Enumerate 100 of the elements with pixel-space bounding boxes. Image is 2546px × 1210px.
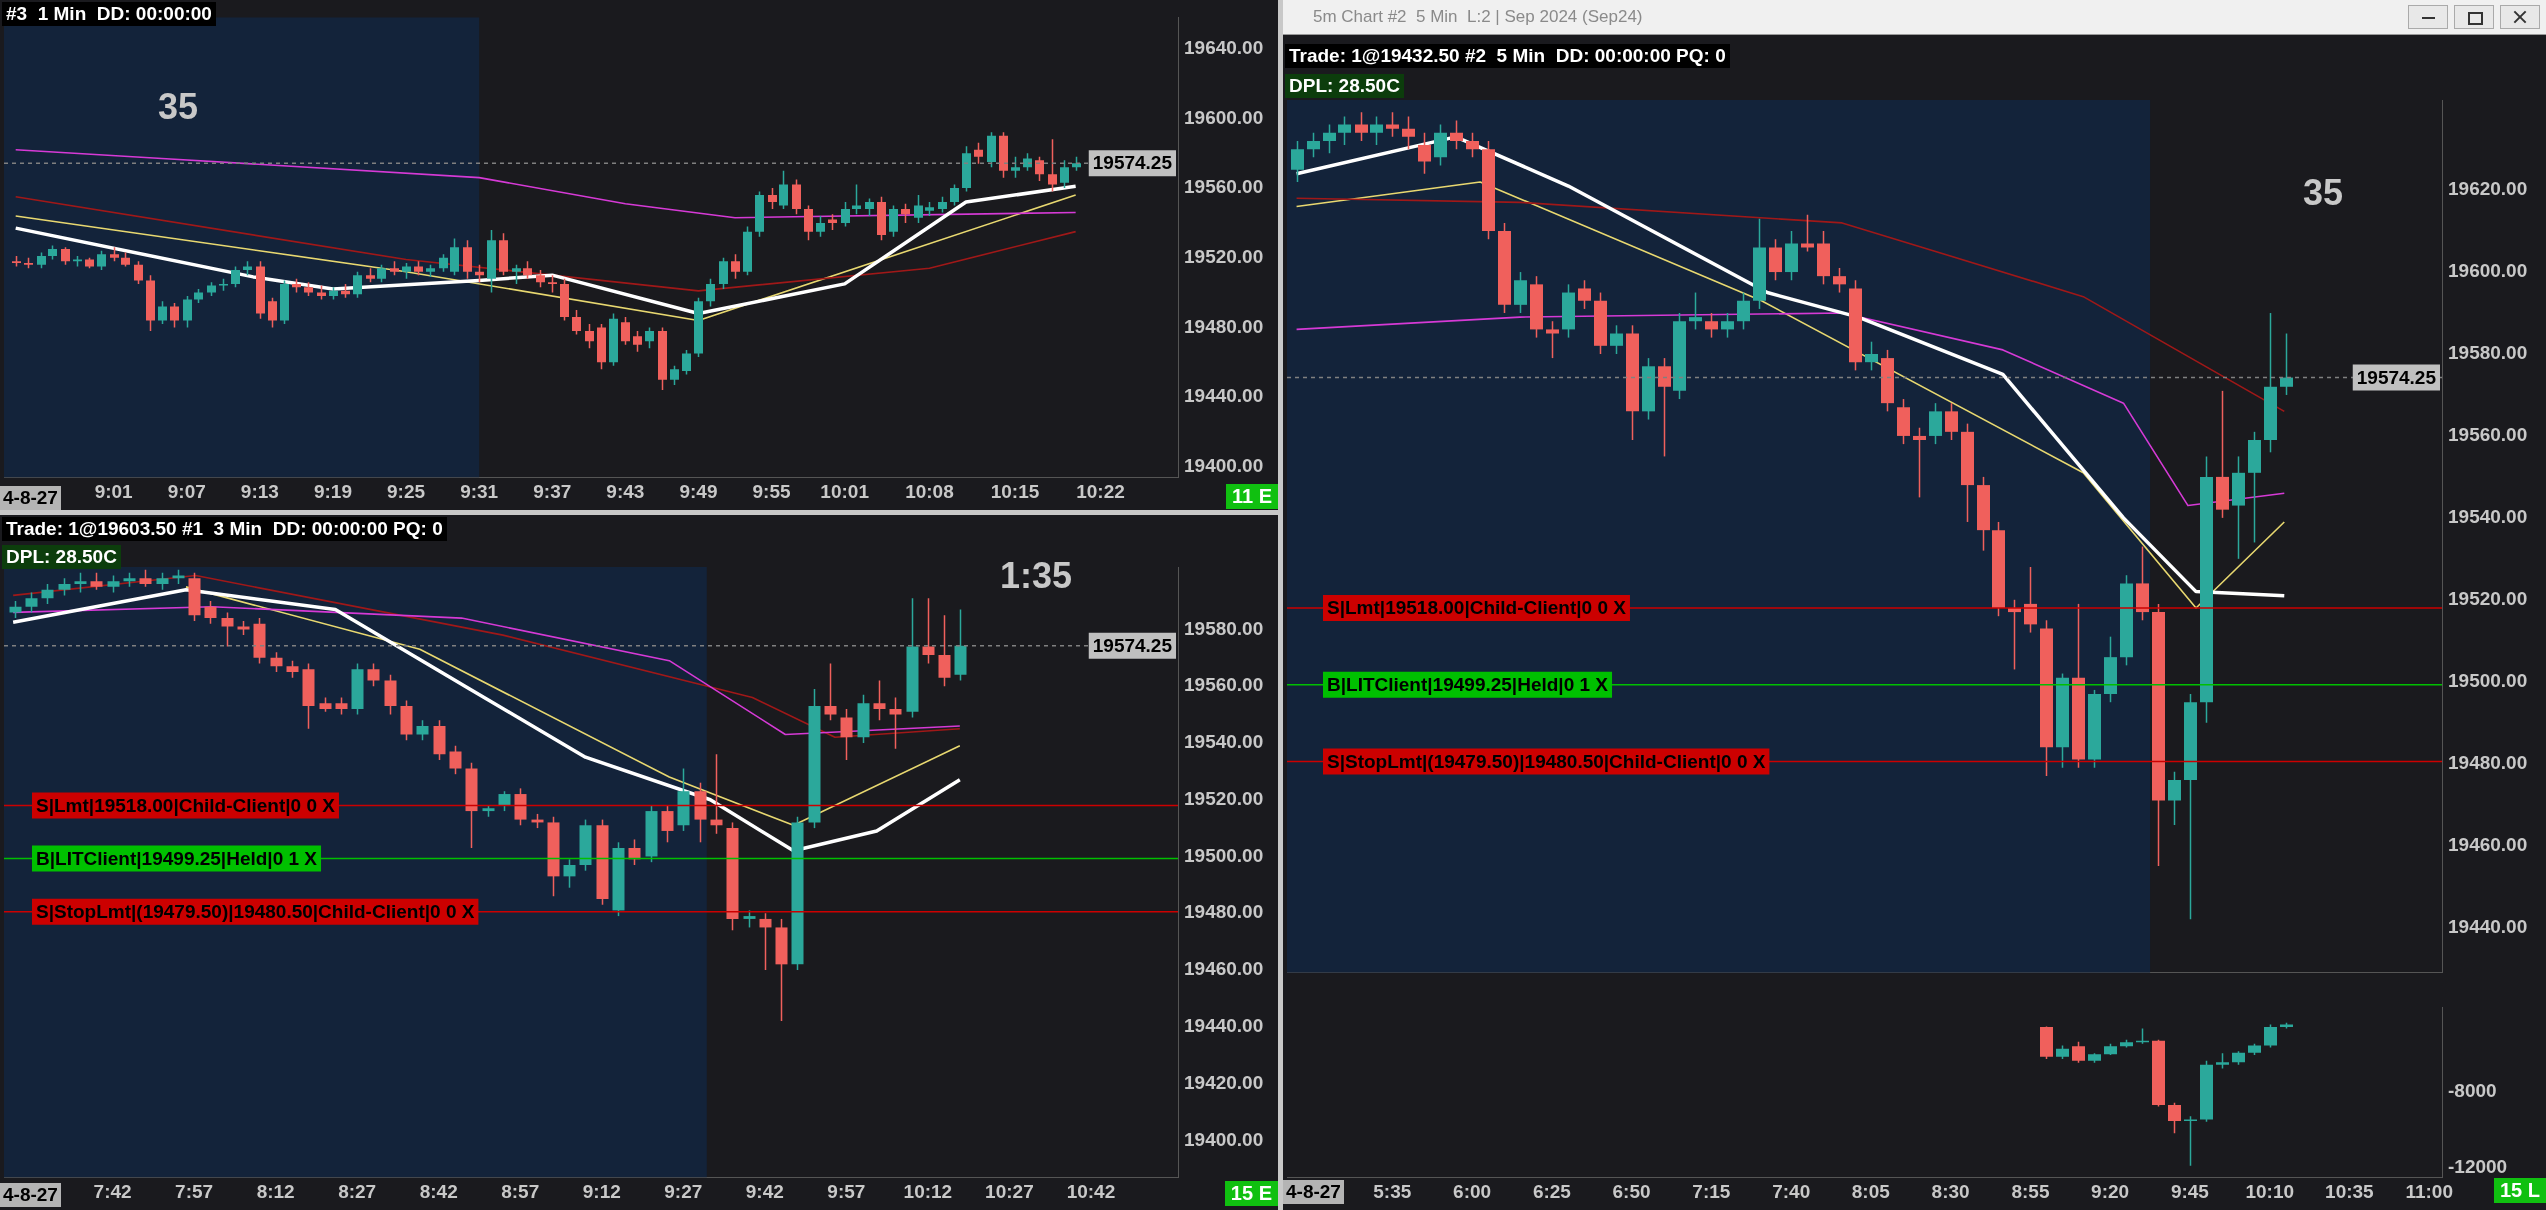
y-tick-label: 19560.00: [1184, 176, 1264, 198]
candlestick: [950, 183, 959, 207]
chart-title: Trade: 1@19603.50 #1 3 Min DD: 00:00:00 PQ: 0: [2, 517, 447, 541]
ref-line-label: 19574.25: [2356, 366, 2437, 388]
x-tick-label: 10:27: [985, 1180, 1034, 1202]
text: DPL: 28.50C: [1285, 74, 1404, 98]
candlestick: [1658, 357, 1671, 458]
x-tick-label: 8:27: [338, 1180, 377, 1202]
x-tick-label: 8:30: [1931, 1180, 1970, 1202]
chart-title: Trade: 1@19432.50 #2 5 Min DD: 00:00:00 PQ: 0: [1285, 44, 1730, 68]
candlestick: [2184, 1115, 2197, 1167]
candlestick: [41, 583, 54, 605]
text: 15 L: [2493, 1178, 2546, 1203]
candlestick: [914, 194, 923, 224]
candlestick: [221, 611, 234, 648]
y-tick-label: 19460.00: [2448, 833, 2528, 855]
ref-line-label: S|Lmt|19518.00|Child-Client|0 0 X: [36, 794, 336, 816]
candlestick: [1323, 123, 1336, 155]
y-tick-label: 19480.00: [1184, 901, 1264, 923]
candlestick: [2072, 1040, 2085, 1064]
x-tick-label: 5:35: [1373, 1180, 1412, 1202]
y-tick-label: 19640.00: [1184, 36, 1264, 58]
x-tick-label: 10:42: [1066, 1180, 1116, 1202]
candlestick: [759, 912, 772, 971]
candlestick: [416, 719, 429, 741]
candlestick: [706, 277, 715, 308]
y-tick-label: 19400.00: [1184, 454, 1264, 476]
x-tick-label: 9:57: [827, 1180, 866, 1202]
candlestick: [74, 571, 87, 594]
y-tick-label: 19540.00: [1184, 731, 1264, 753]
ref-line-label: S|StopLmt|(19479.50)|19480.50|Child-Client|0 0 X: [36, 901, 475, 923]
y-tick-label: 19580.00: [2448, 342, 2528, 364]
text: 4-8-27: [1283, 1180, 1344, 1204]
candlestick: [1402, 115, 1415, 150]
candlestick: [449, 745, 462, 775]
text: 15 E: [1224, 1181, 1278, 1206]
x-tick-label: 9:37: [533, 480, 572, 502]
candlestick: [512, 263, 521, 285]
x-tick-label: 6:00: [1453, 1180, 1492, 1202]
candlestick: [2168, 1102, 2181, 1135]
candlestick: [1705, 312, 1718, 339]
y-tick-label: 19420.00: [1184, 1071, 1264, 1093]
y-tick-label: 19620.00: [2448, 178, 2528, 200]
candlestick: [1945, 402, 1958, 441]
candlestick: [158, 300, 167, 325]
candlestick: [779, 169, 788, 210]
x-tick-label: 9:07: [167, 480, 206, 502]
y-tick-label: 19600.00: [1184, 106, 1264, 128]
y-tick-label: 19480.00: [1184, 315, 1264, 337]
y-tick-label: 19520.00: [1184, 787, 1264, 809]
annotation: 35: [158, 86, 199, 128]
candlestick: [1721, 312, 1734, 339]
candlestick: [2168, 771, 2181, 826]
candlestick: [1338, 115, 1351, 146]
text: 11 E: [1225, 484, 1278, 509]
candlestick: [367, 662, 380, 687]
x-tick-label: 9:27: [664, 1180, 703, 1202]
x-tick-label: 9:01: [94, 480, 134, 502]
candlestick: [1370, 115, 1383, 146]
candlestick: [204, 600, 217, 625]
candlestick: [889, 204, 898, 238]
y-tick-label: -12000: [2448, 1155, 2508, 1177]
x-tick-label: 7:15: [1692, 1180, 1731, 1202]
x-tick-label: 10:12: [903, 1180, 953, 1202]
candlestick: [563, 858, 576, 889]
x-tick-label: 9:20: [2091, 1180, 2130, 1202]
chart-title: #3 1 Min DD: 00:00:00: [2, 2, 216, 26]
ref-line-label: 19574.25: [1092, 634, 1173, 656]
candlestick: [974, 142, 983, 165]
candlestick: [816, 215, 825, 238]
candlestick: [97, 250, 106, 271]
x-tick-label: 9:12: [582, 1180, 621, 1202]
candlestick: [922, 597, 935, 665]
candlestick: [353, 270, 362, 299]
x-tick-label: 8:57: [501, 1180, 540, 1202]
text: 4-8-27: [0, 486, 61, 510]
candlestick: [2280, 332, 2293, 396]
candlestick: [2264, 1023, 2277, 1049]
candlestick: [1913, 426, 1926, 499]
x-tick-label: 7:40: [1772, 1180, 1811, 1202]
x-tick-label: 10:15: [990, 480, 1040, 502]
x-tick-label: 10:10: [2245, 1180, 2295, 1202]
candlestick: [1386, 111, 1399, 138]
candlestick: [840, 708, 853, 761]
candlestick: [731, 253, 740, 280]
candlestick: [1355, 111, 1368, 142]
candlestick: [1060, 159, 1069, 189]
candlestick: [938, 614, 951, 687]
candlestick: [1737, 291, 1750, 331]
candlestick: [1307, 132, 1320, 159]
y-tick-label: 19560.00: [2448, 424, 2528, 446]
x-tick-label: 9:42: [745, 1180, 784, 1202]
candlestick: [134, 260, 143, 285]
candlestick: [1466, 132, 1479, 159]
y-tick-label: 19520.00: [1184, 245, 1264, 267]
annotation: 1:35: [1000, 555, 1073, 597]
candlestick: [633, 330, 642, 353]
candlestick: [1291, 140, 1304, 183]
y-tick-label: 19560.00: [1184, 674, 1264, 696]
x-tick-label: 9:49: [679, 480, 718, 502]
